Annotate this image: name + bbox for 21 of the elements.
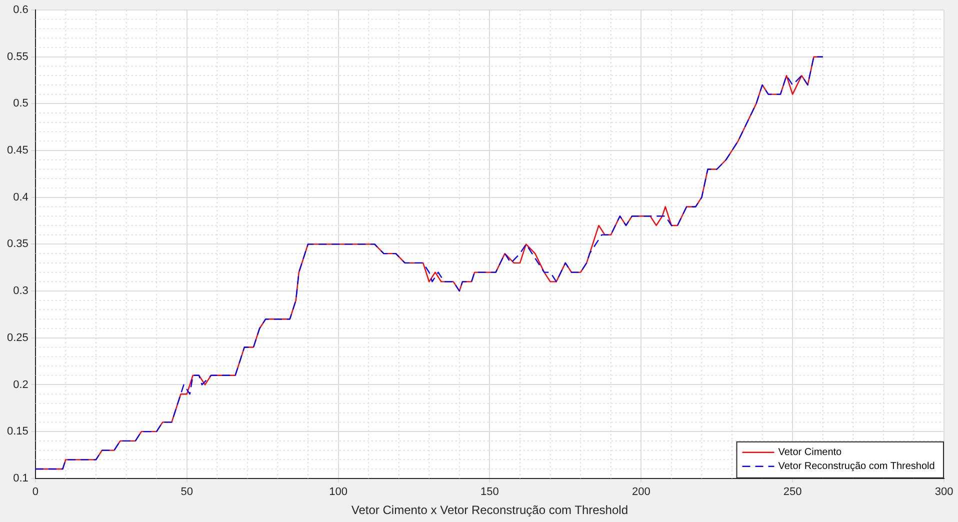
x-tick-label: 150 xyxy=(480,486,499,498)
y-tick-label: 0.3 xyxy=(13,285,28,298)
x-tick-label: 0 xyxy=(32,486,38,498)
y-tick-label: 0.55 xyxy=(6,50,28,63)
y-tick-label: 0.35 xyxy=(6,238,28,250)
y-tick-label: 0.4 xyxy=(13,191,28,204)
y-tick-label: 0.5 xyxy=(13,98,28,110)
x-tick-label: 250 xyxy=(783,486,802,498)
x-tick-label: 200 xyxy=(632,486,650,498)
x-axis-title: Vetor Cimento x Vetor Reconstrução com Threshold xyxy=(351,503,628,518)
x-tick-label: 50 xyxy=(180,486,193,498)
legend-label: Vetor Cimento xyxy=(778,447,842,458)
x-tick-label: 300 xyxy=(934,486,954,498)
legend-label: Vetor Reconstrução com Threshold xyxy=(778,461,935,472)
y-tick-label: 0.15 xyxy=(6,426,28,438)
y-tick-label: 0.45 xyxy=(6,144,28,157)
y-tick-label: 0.6 xyxy=(13,4,28,16)
y-tick-label: 0.2 xyxy=(13,378,28,391)
y-tick-label: 0.1 xyxy=(13,472,28,484)
y-tick-label: 0.25 xyxy=(6,332,28,344)
x-tick-label: 100 xyxy=(329,486,348,498)
